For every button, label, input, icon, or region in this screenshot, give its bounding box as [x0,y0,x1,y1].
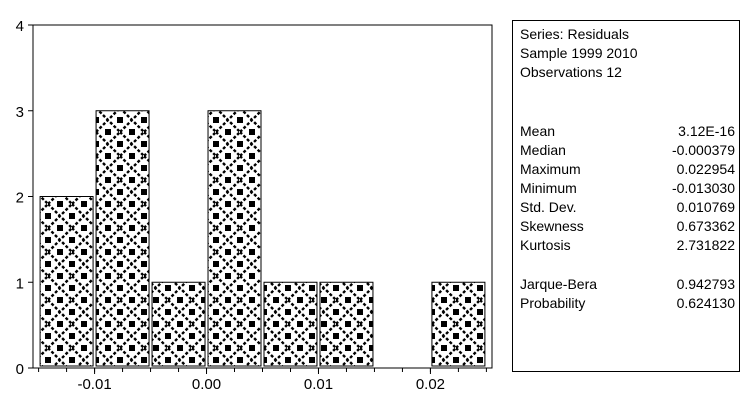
y-tick-label: 4 [16,18,24,35]
observations-count: Observations 12 [520,64,622,80]
descriptive-stats-panel: Series: Residuals Sample 1999 2010 Obser… [512,20,740,372]
series-name: Series: Residuals [520,26,629,42]
histogram-bar [431,281,486,367]
stat-label: Minimum [520,180,577,196]
histogram-bar [95,110,150,367]
sample-range: Sample 1999 2010 [520,45,638,61]
stat-value: 0.010769 [676,199,735,215]
histogram-bar [151,281,206,367]
x-tick-label: 0.01 [304,376,333,393]
x-tick-label: -0.01 [77,376,111,393]
y-tick-label: 3 [16,104,24,121]
stat-label: Skewness [520,218,584,234]
stat-label: Jarque-Bera [520,276,598,292]
histogram-bar [263,281,318,367]
histogram-bar [207,110,262,367]
histogram-chart: 0 1 2 3 4 -0.01 0.00 0.01 0.02 [16,18,493,393]
stat-value: -0.013030 [671,180,735,196]
stat-value: -0.000379 [671,142,735,158]
stat-label: Maximum [520,161,581,177]
y-tick-label: 1 [16,275,24,292]
stat-value: 0.624130 [676,295,735,311]
stat-value: 0.022954 [676,161,735,177]
y-tick-label: 0 [16,361,24,378]
stat-row-probability: Probability 0.624130 [520,294,735,312]
stat-row-mean: Mean 3.12E-16 [520,122,735,140]
stat-row-jarque-bera: Jarque-Bera 0.942793 [520,275,735,293]
y-tick-label: 2 [16,190,24,207]
x-tick-label: 0.02 [416,376,445,393]
stat-label: Kurtosis [520,237,571,253]
stat-label: Std. Dev. [520,199,577,215]
histogram-bar [319,281,374,367]
stat-row-skewness: Skewness 0.673362 [520,217,735,235]
stat-row-kurtosis: Kurtosis 2.731822 [520,236,735,254]
stat-value: 2.731822 [676,237,735,253]
stat-row-maximum: Maximum 0.022954 [520,160,735,178]
stat-row-minimum: Minimum -0.013030 [520,179,735,197]
stat-value: 3.12E-16 [678,123,735,139]
histogram-bar [39,196,94,367]
x-tick-label: 0.00 [192,376,221,393]
stat-value: 0.673362 [676,218,735,234]
stat-row-std-dev: Std. Dev. 0.010769 [520,198,735,216]
stat-label: Probability [520,295,586,311]
stat-label: Mean [520,123,556,139]
stat-row-median: Median -0.000379 [520,141,735,159]
stat-label: Median [520,142,566,158]
stat-value: 0.942793 [676,276,735,292]
